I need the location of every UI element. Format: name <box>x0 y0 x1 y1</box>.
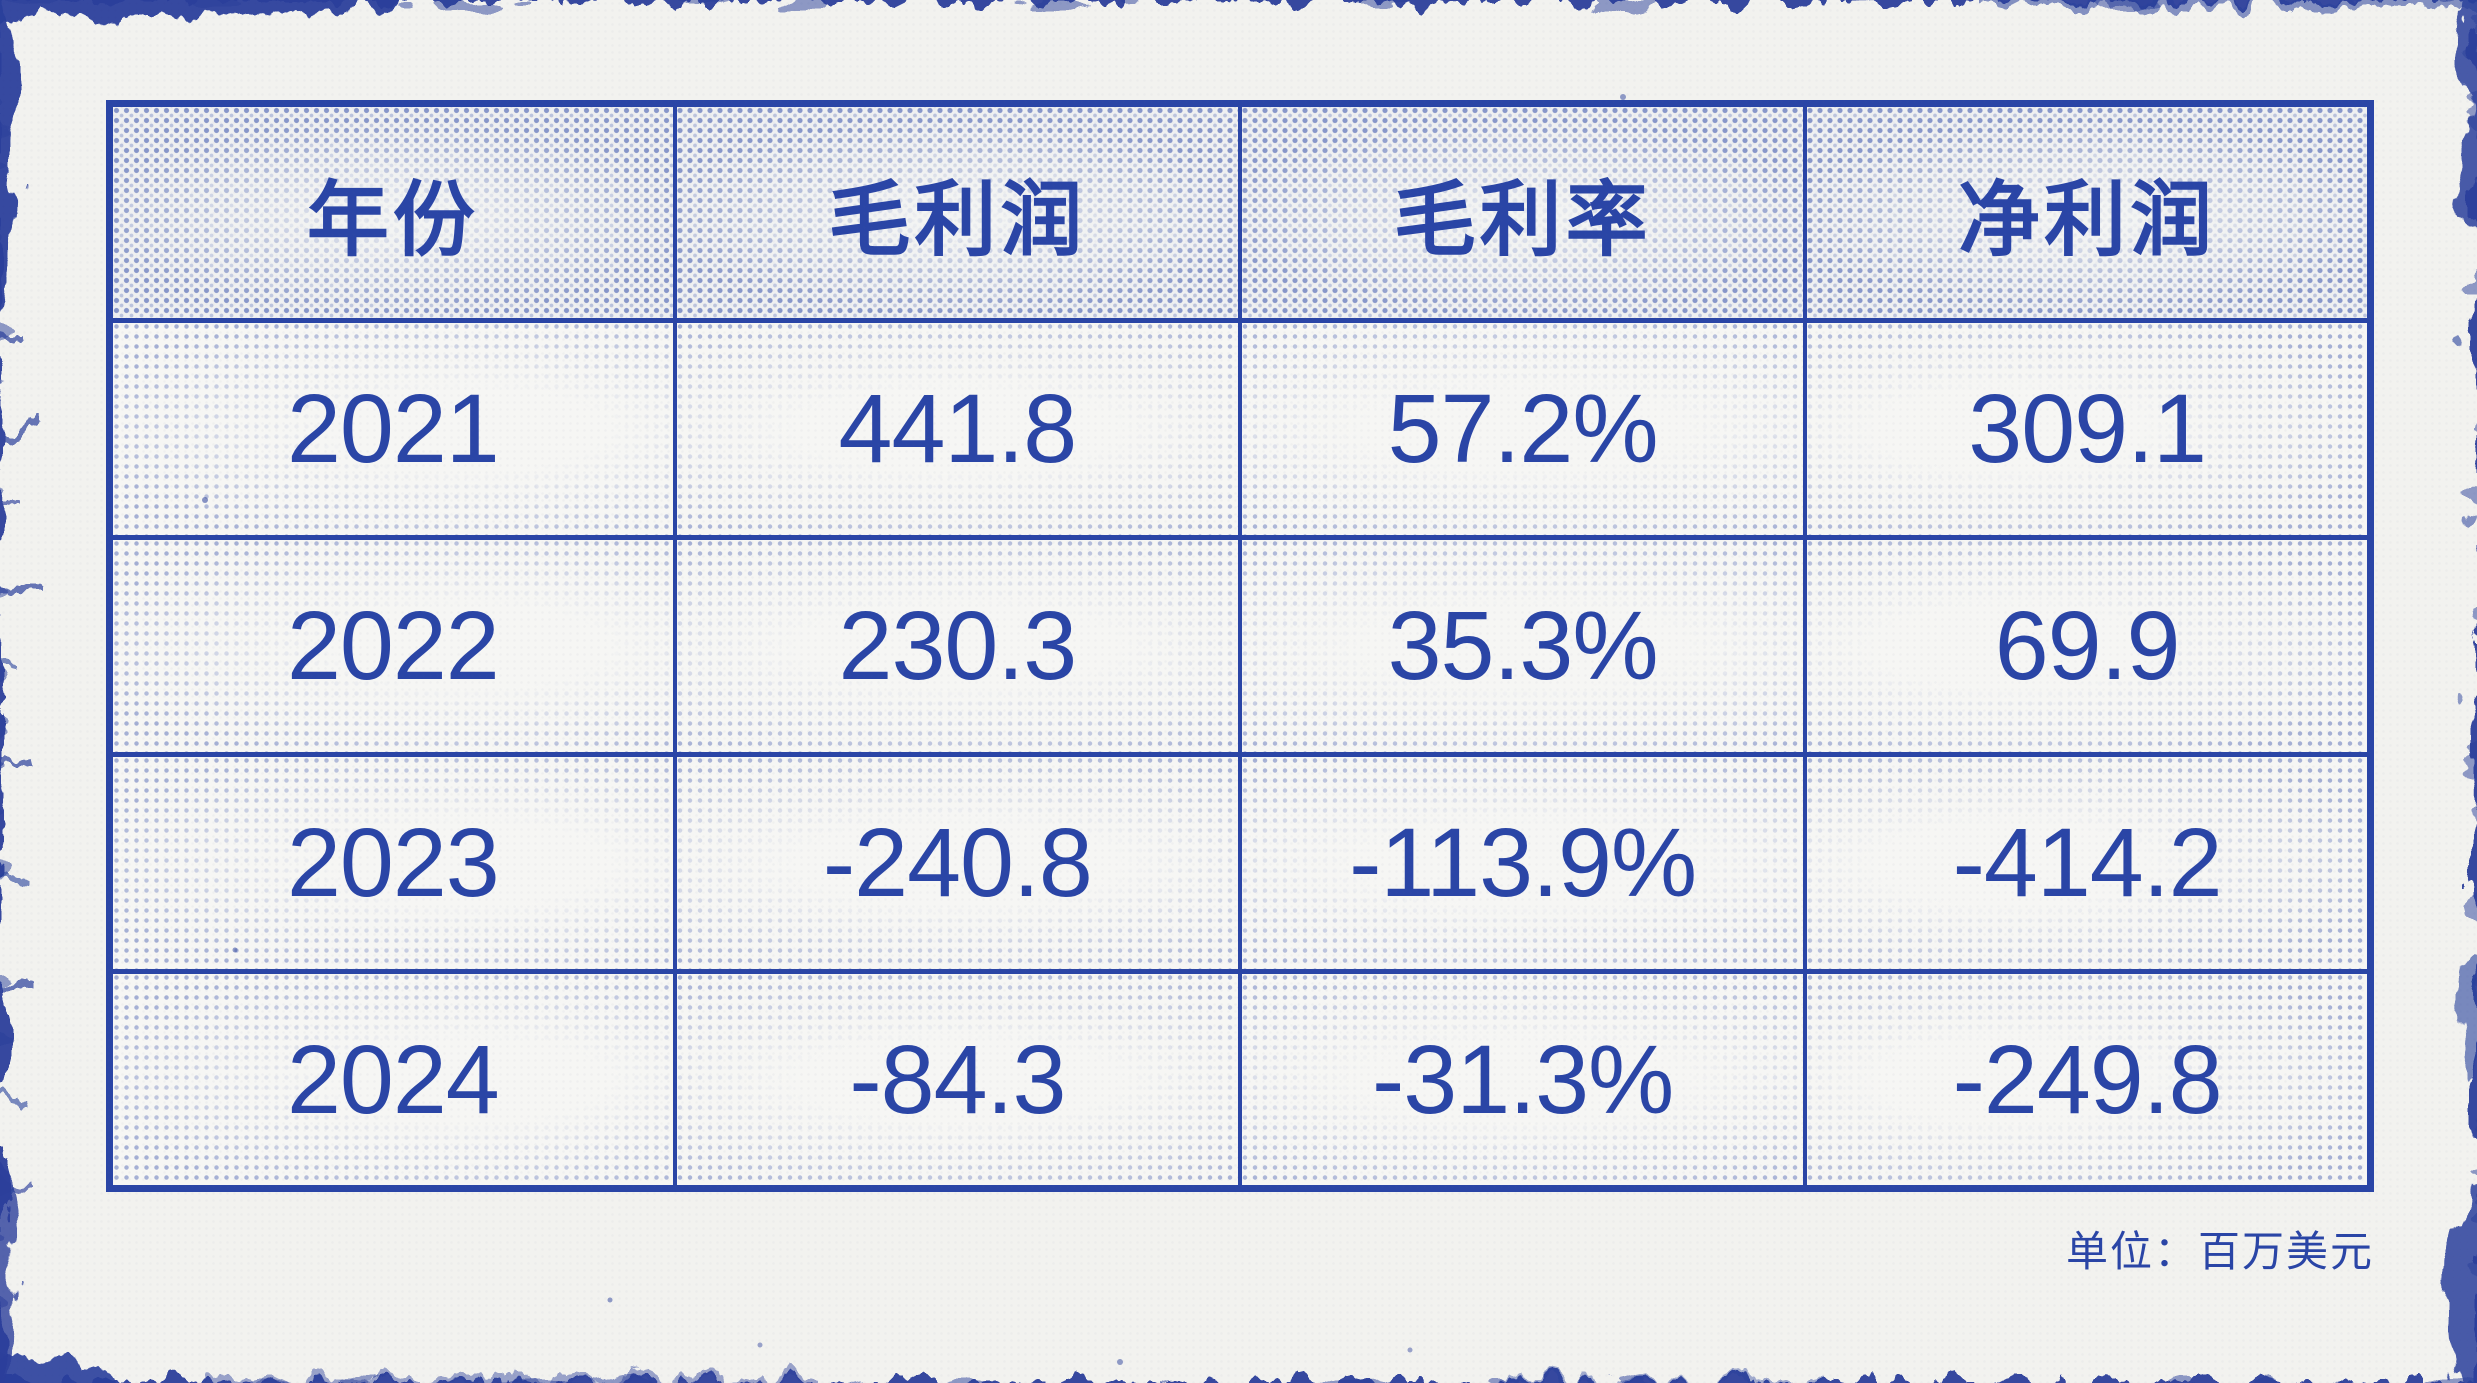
cell-gross-profit-2023: -240.8 <box>672 752 1243 974</box>
col-header-gross-margin: 毛利率 <box>1237 101 1808 323</box>
cell-year-2024: 2024 <box>107 969 677 1191</box>
table-row: 2021 441.8 57.2% 309.1 <box>107 318 2373 540</box>
financial-table-container: 年份 毛利润 毛利率 净利润 2021 441.8 57.2% 309.1 20… <box>106 100 2374 1192</box>
cell-year-2021: 2021 <box>107 318 677 540</box>
cell-gross-profit-2024: -84.3 <box>672 969 1243 1191</box>
cell-gross-margin-2024: -31.3% <box>1237 969 1808 1191</box>
cell-gross-profit-2022: 230.3 <box>672 535 1243 757</box>
unit-footnote: 单位：百万美元 <box>2065 1228 2374 1275</box>
col-header-net-profit: 净利润 <box>1803 101 2373 323</box>
table-row: 2022 230.3 35.3% 69.9 <box>107 535 2373 757</box>
cell-year-2023: 2023 <box>107 752 677 974</box>
financial-table: 年份 毛利润 毛利率 净利润 2021 441.8 57.2% 309.1 20… <box>106 100 2374 1192</box>
table-row: 2024 -84.3 -31.3% -249.8 <box>107 969 2373 1191</box>
cell-net-profit-2023: -414.2 <box>1803 752 2373 974</box>
cell-gross-profit-2021: 441.8 <box>672 318 1243 540</box>
col-header-year: 年份 <box>107 101 677 323</box>
cell-year-2022: 2022 <box>107 535 677 757</box>
cell-gross-margin-2021: 57.2% <box>1237 318 1808 540</box>
cell-net-profit-2022: 69.9 <box>1803 535 2373 757</box>
cell-gross-margin-2023: -113.9% <box>1237 752 1808 974</box>
cell-gross-margin-2022: 35.3% <box>1237 535 1808 757</box>
table-row: 2023 -240.8 -113.9% -414.2 <box>107 752 2373 974</box>
cell-net-profit-2021: 309.1 <box>1803 318 2373 540</box>
col-header-gross-profit: 毛利润 <box>672 101 1243 323</box>
cell-net-profit-2024: -249.8 <box>1803 969 2373 1191</box>
header-row: 年份 毛利润 毛利率 净利润 <box>107 101 2373 323</box>
